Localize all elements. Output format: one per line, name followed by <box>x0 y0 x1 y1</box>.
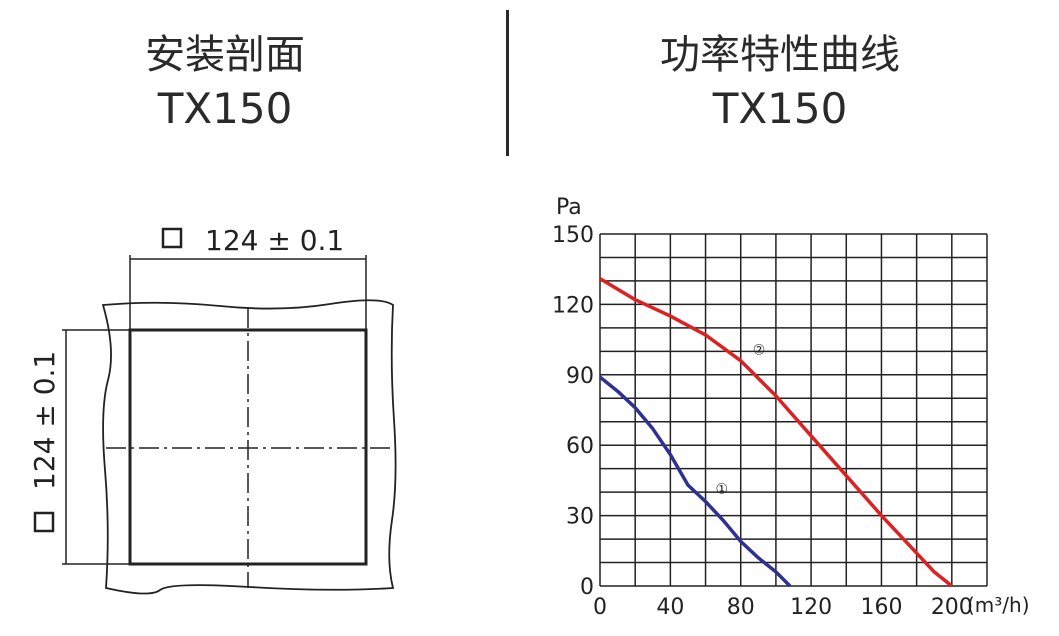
square-symbol-horizontal <box>161 227 183 249</box>
chart-ticks: 0 40 80 120 160 200 0 30 60 90 120 150 <box>552 223 973 620</box>
x-tick-label: 0 <box>593 595 607 620</box>
dim-label-vertical: 124 ± 0.1 <box>28 351 61 490</box>
y-tick-label: 90 <box>566 364 594 389</box>
x-tick-label: 160 <box>860 595 902 620</box>
x-tick-label: 200 <box>931 595 973 620</box>
y-axis-label: Pa <box>556 195 582 220</box>
x-tick-label: 40 <box>656 595 684 620</box>
x-axis-label: (m³/h) <box>967 593 1030 617</box>
section-drawing-title: 安装剖面 <box>145 32 305 78</box>
series-line-2 <box>599 277 953 588</box>
series-label-2: ② <box>753 343 766 359</box>
y-tick-label: 60 <box>566 434 594 459</box>
x-tick-label: 120 <box>790 595 832 620</box>
section-drawing-model: TX150 <box>157 84 293 133</box>
section-drawing-title-block: 安装剖面 TX150 <box>60 30 390 134</box>
series-label-1: ① <box>716 482 729 498</box>
y-tick-label: 150 <box>552 223 594 248</box>
square-symbol-vertical <box>33 511 55 533</box>
x-tick-label: 80 <box>727 595 755 620</box>
chart-curves: ①② <box>598 277 953 588</box>
divider <box>506 10 509 156</box>
chart-model: TX150 <box>712 84 848 133</box>
y-tick-label: 120 <box>552 293 594 318</box>
y-tick-label: 0 <box>580 575 594 600</box>
outer-frame <box>101 299 397 595</box>
chart-title: 功率特性曲线 <box>660 32 900 78</box>
series-line-1 <box>598 375 792 588</box>
y-tick-label: 30 <box>566 505 594 530</box>
dim-label-horizontal: 124 ± 0.1 <box>205 224 344 257</box>
chart-grid <box>599 233 988 587</box>
chart-title-block: 功率特性曲线 TX150 <box>555 30 1005 134</box>
